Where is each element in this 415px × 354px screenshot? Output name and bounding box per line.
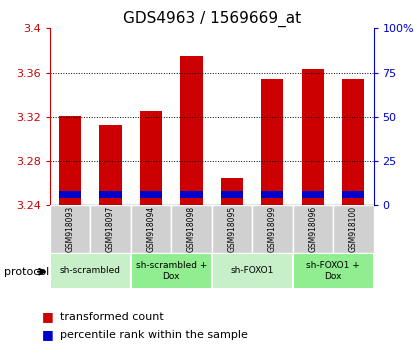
Text: GSM918096: GSM918096 xyxy=(308,206,317,252)
Bar xyxy=(212,253,293,289)
Bar xyxy=(50,205,90,253)
Bar xyxy=(59,116,81,205)
Text: ■: ■ xyxy=(42,310,53,323)
Title: GDS4963 / 1569669_at: GDS4963 / 1569669_at xyxy=(122,11,301,27)
Text: ■: ■ xyxy=(42,328,53,341)
Bar xyxy=(293,253,374,289)
Bar xyxy=(302,191,324,198)
Text: transformed count: transformed count xyxy=(60,312,164,322)
Bar xyxy=(131,205,171,253)
Bar xyxy=(261,79,283,205)
Text: GSM918097: GSM918097 xyxy=(106,206,115,252)
Text: sh-FOXO1: sh-FOXO1 xyxy=(230,266,274,275)
Bar xyxy=(293,205,333,253)
Bar xyxy=(342,79,364,205)
Bar xyxy=(261,191,283,198)
Text: sh-scrambled: sh-scrambled xyxy=(60,266,121,275)
Bar xyxy=(99,125,122,205)
Bar xyxy=(180,191,203,198)
Bar xyxy=(99,191,122,198)
Bar xyxy=(221,191,243,198)
Text: protocol: protocol xyxy=(4,267,49,277)
Bar xyxy=(333,205,374,253)
Bar xyxy=(131,253,212,289)
Text: GSM918100: GSM918100 xyxy=(349,206,358,252)
Bar xyxy=(342,191,364,198)
Bar xyxy=(221,178,243,205)
Text: GSM918094: GSM918094 xyxy=(146,206,156,252)
Text: GSM918095: GSM918095 xyxy=(227,206,237,252)
Text: sh-FOXO1 +
Dox: sh-FOXO1 + Dox xyxy=(306,261,360,280)
Bar xyxy=(140,111,162,205)
Bar xyxy=(252,205,293,253)
Bar xyxy=(50,253,131,289)
Bar xyxy=(212,205,252,253)
Bar xyxy=(171,205,212,253)
Text: GSM918098: GSM918098 xyxy=(187,206,196,252)
Text: sh-scrambled +
Dox: sh-scrambled + Dox xyxy=(136,261,207,280)
Bar xyxy=(302,69,324,205)
Bar xyxy=(90,205,131,253)
Text: GSM918099: GSM918099 xyxy=(268,206,277,252)
Bar xyxy=(59,191,81,198)
Bar xyxy=(180,56,203,205)
Text: GSM918093: GSM918093 xyxy=(66,206,75,252)
Bar xyxy=(140,191,162,198)
Text: percentile rank within the sample: percentile rank within the sample xyxy=(60,330,248,339)
